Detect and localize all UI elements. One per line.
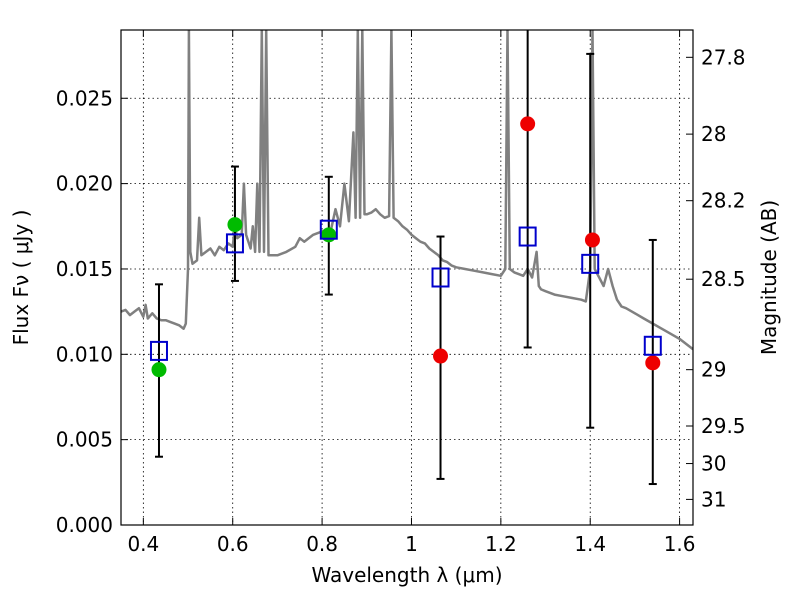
data-point-circle — [584, 232, 600, 248]
x-tick-label: 1 — [405, 532, 418, 556]
x-axis-label: Wavelength λ (μm) — [311, 563, 502, 587]
y2-axis-ticks: 27.8 28 28.2 28.5 29 29.5 30 31 — [686, 45, 746, 511]
y-tick-label: 0.015 — [56, 257, 113, 281]
data-point-square — [225, 233, 244, 254]
y-tick-label: 0.010 — [56, 342, 113, 366]
data-point-circle — [433, 348, 449, 364]
x-tick-label: 1.2 — [485, 532, 517, 556]
model-spectrum — [121, 30, 693, 351]
y-tick-label: 0.000 — [56, 513, 113, 537]
x-tick-label: 0.4 — [127, 532, 159, 556]
y-tick-label: 0.020 — [56, 172, 113, 196]
y2-tick-label: 30 — [701, 452, 726, 476]
y2-tick-label: 28.5 — [701, 267, 746, 291]
data-point-circle — [151, 362, 167, 378]
data-point-square — [643, 335, 662, 356]
data-point-square — [581, 253, 600, 274]
data-point-square — [431, 267, 450, 288]
data-point-circle — [645, 355, 661, 371]
y2-tick-label: 28 — [701, 122, 726, 146]
y2-tick-label: 28.2 — [701, 189, 746, 213]
y2-tick-label: 27.8 — [701, 45, 746, 69]
y-axis-ticks: 0.000 0.005 0.010 0.015 0.020 0.025 — [56, 86, 128, 537]
x-tick-label: 0.6 — [217, 532, 249, 556]
y2-axis-label: Magnitude (AB) — [757, 200, 781, 355]
x-tick-label: 0.8 — [306, 532, 338, 556]
model-spectrum-line — [121, 30, 693, 351]
y2-tick-label: 29.5 — [701, 414, 746, 438]
y-tick-label: 0.025 — [56, 86, 113, 110]
grid-lines — [121, 30, 693, 525]
x-axis-ticks: 0.4 0.6 0.8 1 1.2 1.4 1.6 — [127, 30, 696, 556]
y2-tick-label: 31 — [701, 487, 726, 511]
data-point-square — [518, 226, 537, 247]
plot-frame — [120, 29, 694, 526]
y2-tick-label: 29 — [701, 358, 726, 382]
photometry-points — [149, 30, 662, 486]
data-point-circle — [227, 217, 243, 233]
x-tick-label: 1.6 — [664, 532, 696, 556]
y-axis-label: Flux Fν ( μJy ) — [9, 210, 33, 346]
data-point-circle — [321, 227, 337, 243]
data-point-square — [149, 340, 168, 361]
data-point-square — [319, 219, 338, 240]
y-tick-label: 0.005 — [56, 428, 113, 452]
x-tick-label: 1.4 — [574, 532, 606, 556]
data-point-circle — [520, 116, 536, 132]
